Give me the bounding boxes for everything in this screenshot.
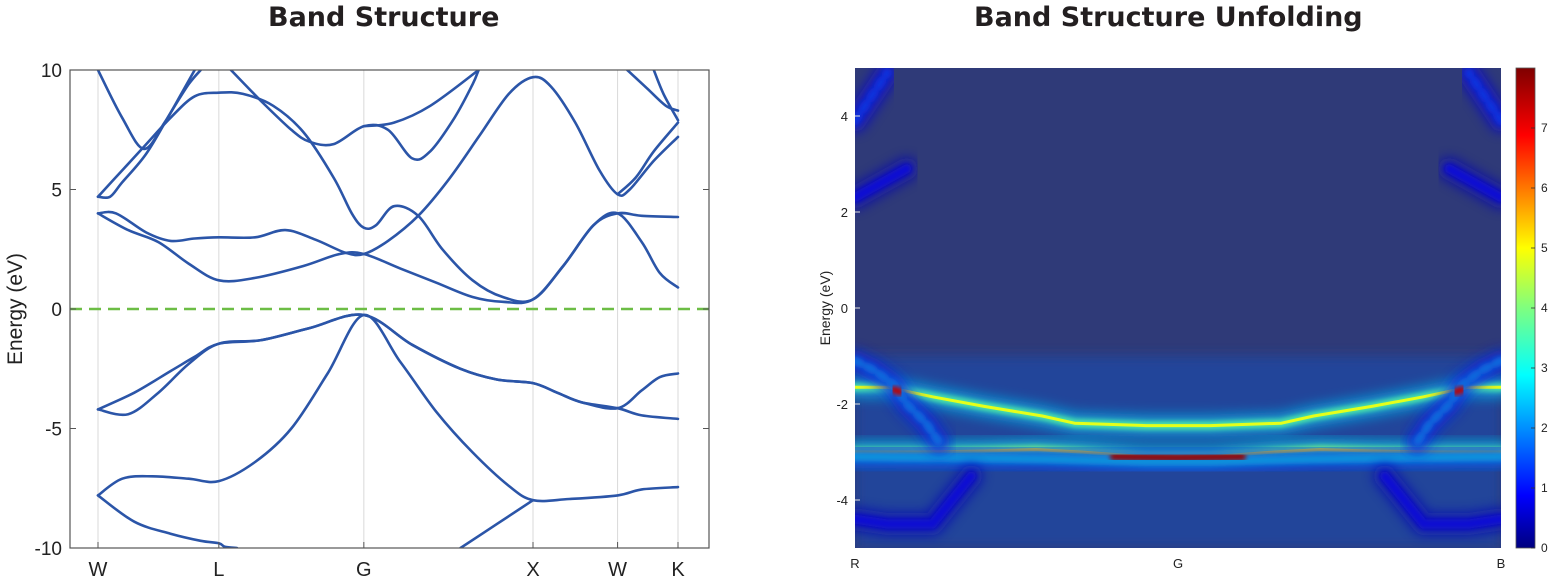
band-line-band-8 — [96, 91, 680, 304]
x-tick-label: B — [1497, 556, 1506, 571]
feature-peak-right — [1452, 386, 1466, 396]
colorbar-tick-label: 6 — [1541, 181, 1548, 195]
bands-group — [96, 70, 680, 548]
y-tick-label: -2 — [836, 397, 848, 412]
y-axis-label: Energy (eV) — [4, 253, 27, 365]
colorbar-tick-label: 1 — [1541, 481, 1548, 495]
colorbar-tick-label: 4 — [1541, 301, 1548, 315]
band-line-band-12 — [362, 70, 480, 128]
feature-mid-faint-left — [855, 164, 912, 203]
colorbar-tick-label: 7 — [1541, 121, 1548, 135]
band-unfolding-title: Band Structure Unfolding — [974, 2, 1363, 33]
colorbar-tick-label: 0 — [1541, 541, 1548, 555]
band-line-band-3 — [459, 498, 535, 548]
band-line-band-13 — [616, 121, 680, 196]
y-tick-label: 0 — [841, 301, 848, 316]
y-tick-label: 0 — [51, 300, 62, 321]
feature-peak-center — [1109, 453, 1247, 462]
heatmap-features — [855, 68, 1501, 548]
feature-mid-lower-faint-right — [1380, 471, 1501, 529]
x-tick-label: R — [850, 556, 859, 571]
band-line-band-1 — [96, 313, 680, 503]
band-line-band-9 — [96, 70, 202, 200]
colorbar-tick-label: 5 — [1541, 241, 1548, 255]
y-tick-label: -4 — [836, 493, 848, 508]
feature-mid-lower-faint-left — [855, 471, 976, 529]
x-tick-label: W — [608, 559, 627, 581]
x-tick-label: G — [1173, 556, 1183, 571]
feature-mid-upper-branch-left — [855, 68, 892, 126]
colorbar-tick-label: 2 — [1541, 421, 1548, 435]
x-tick-label: K — [671, 559, 685, 581]
band-line-band-15 — [652, 70, 680, 122]
band-line-band-10 — [96, 70, 196, 151]
y-tick-label: 2 — [841, 205, 848, 220]
band-line-band-7 — [96, 75, 680, 257]
x-tick-label: L — [213, 559, 224, 581]
band-structure-chart: 10 5 0 -5 -10 W L G X W K Energy (eV) — [4, 61, 710, 581]
x-tick-label: W — [89, 559, 108, 581]
y-tick-label: -10 — [35, 539, 62, 560]
y-axis-label: Energy (eV) — [817, 271, 833, 346]
colorbar-tick-label: 3 — [1541, 361, 1548, 375]
feature-peak-left — [890, 386, 904, 396]
feature-mid-upper-branch-right — [1464, 68, 1501, 126]
y-tick-label: 4 — [841, 109, 848, 124]
band-structure-title: Band Structure — [268, 2, 500, 33]
y-tick-label: 10 — [41, 61, 62, 82]
y-tick-label: -5 — [45, 420, 62, 441]
feature-mid-faint-right — [1444, 164, 1501, 203]
x-tick-label: X — [526, 559, 539, 581]
y-tick-label: 5 — [51, 181, 62, 202]
band-line-band-2 — [96, 494, 239, 548]
x-tick-label: G — [356, 559, 372, 581]
band-line-band-5 — [96, 313, 680, 411]
feature-mid-band-split — [855, 452, 1501, 467]
feature-core-upper-band — [855, 385, 1501, 428]
